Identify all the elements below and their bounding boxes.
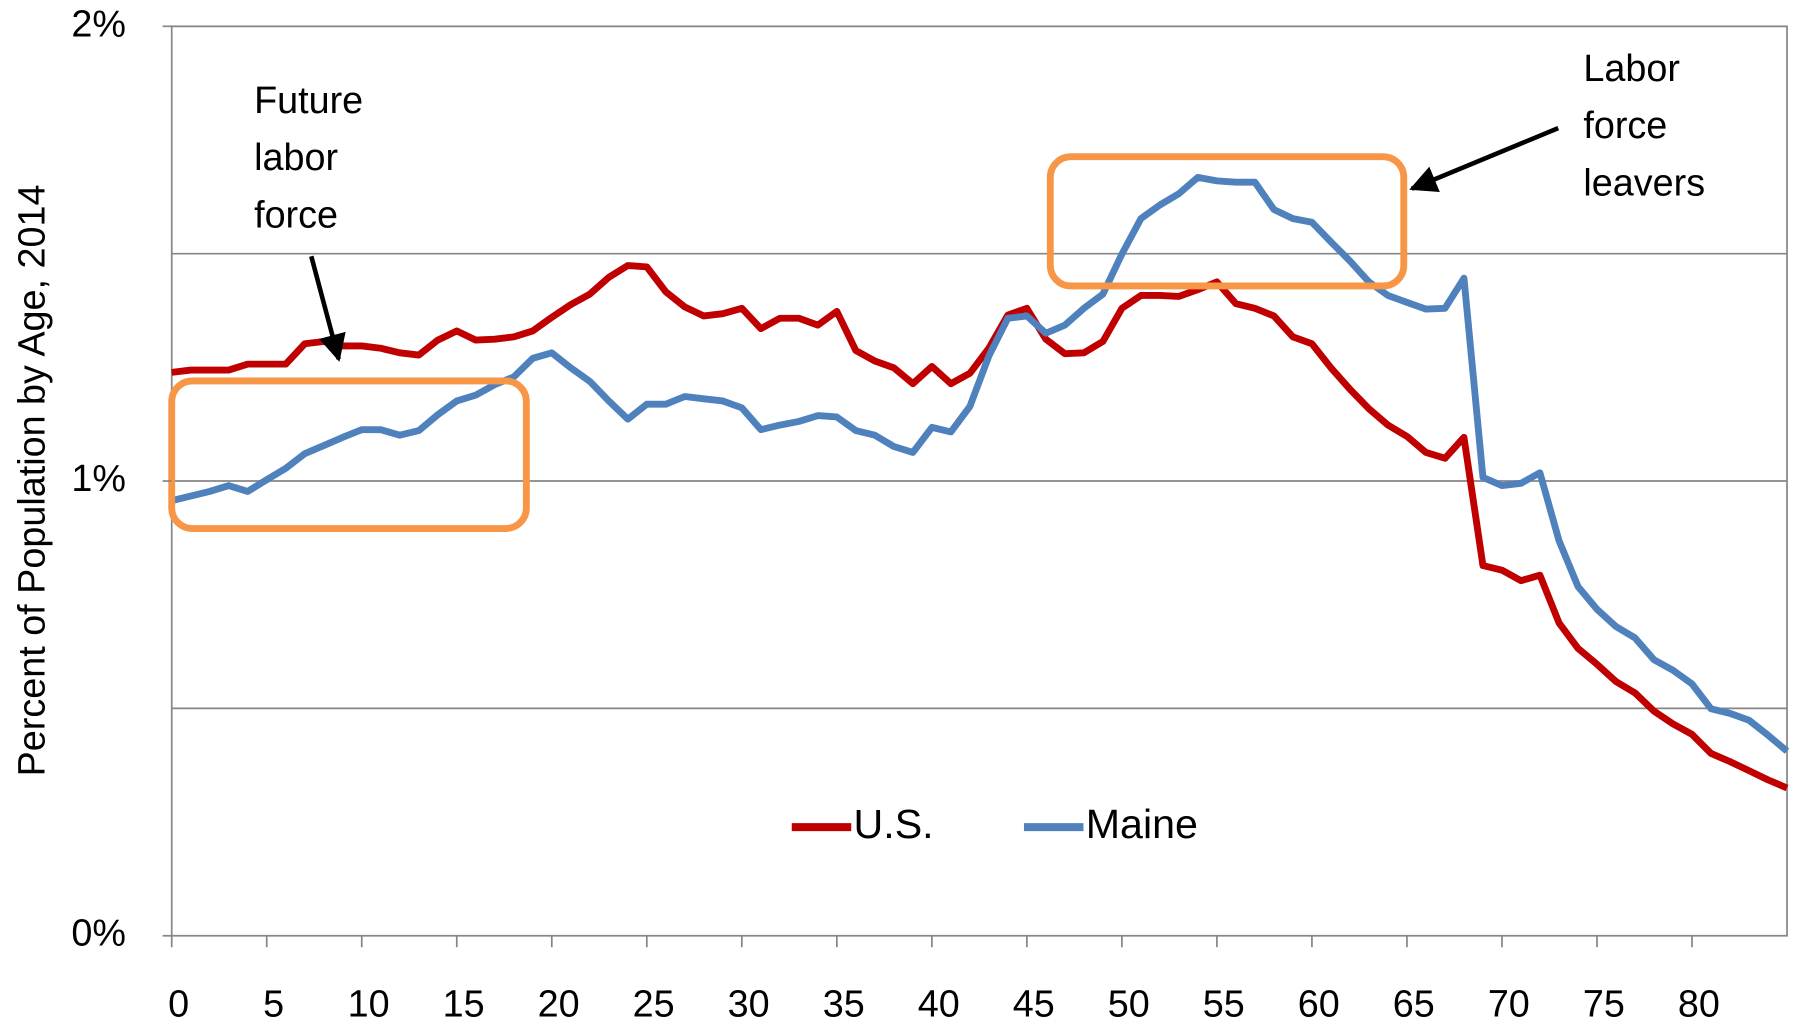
x-tick-label: 35 <box>823 983 865 1025</box>
x-tick-label: 80 <box>1678 983 1720 1025</box>
x-tick-label: 5 <box>263 983 284 1025</box>
annotation: labor <box>254 136 338 178</box>
annotation: Labor <box>1583 47 1680 89</box>
x-tick-label: 10 <box>348 983 390 1025</box>
legend-label: U.S. <box>854 801 934 847</box>
arrow <box>309 255 346 362</box>
x-tick-label: 50 <box>1108 983 1150 1025</box>
annotation: Future <box>254 79 363 121</box>
annotation: leavers <box>1583 161 1705 203</box>
legend-label: Maine <box>1086 801 1198 847</box>
x-tick-label: 65 <box>1393 983 1435 1025</box>
highlight-box <box>1046 153 1408 290</box>
x-tick-label: 60 <box>1298 983 1340 1025</box>
x-tick-label: 70 <box>1488 983 1530 1025</box>
arrow <box>1409 126 1560 192</box>
y-tick-label: 1% <box>71 457 126 499</box>
annotation: force <box>1583 104 1667 146</box>
y-tick-label: 2% <box>71 2 126 44</box>
x-tick-label: 0 <box>168 983 189 1025</box>
annotation: force <box>254 193 338 235</box>
grid <box>171 25 1788 710</box>
highlight-box <box>168 377 530 532</box>
x-tick-label: 40 <box>918 983 960 1025</box>
series-line <box>170 173 1790 754</box>
y-axis-label: Percent of Population by Age, 2014 <box>10 185 52 777</box>
x-tick-label: 55 <box>1203 983 1245 1025</box>
x-tick-label: 15 <box>443 983 485 1025</box>
x-tick-label: 20 <box>538 983 580 1025</box>
x-tick-label: 25 <box>633 983 675 1025</box>
series-line <box>171 262 1789 792</box>
lines <box>170 173 1790 792</box>
x-tick-label: 30 <box>728 983 770 1025</box>
x-tick-label: 75 <box>1583 983 1625 1025</box>
x-tick-label: 45 <box>1013 983 1055 1025</box>
y-tick-label: 0% <box>71 912 126 954</box>
